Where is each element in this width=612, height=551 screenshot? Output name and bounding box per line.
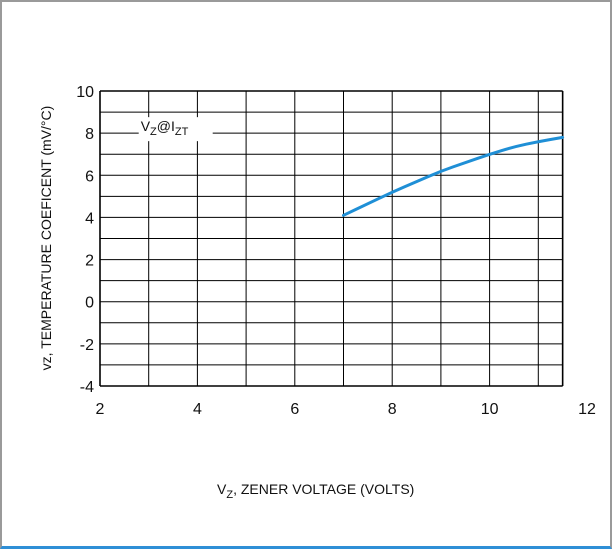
y-tick-label: 4 — [85, 210, 94, 227]
x-tick-label: 2 — [96, 401, 105, 418]
tick-labels: -4 -2 0 2 4 6 8 10 2 4 6 8 10 12 — [76, 84, 596, 418]
y-tick-label: 8 — [85, 126, 94, 143]
y-tick-label: -4 — [80, 379, 94, 396]
annotation-background — [138, 117, 213, 142]
x-tick-label: 8 — [388, 401, 397, 418]
annotation-vz-at-izt: VZ@IZT — [141, 118, 189, 138]
x-tick-label: 6 — [290, 401, 299, 418]
x-axis-label: VZ, ZENER VOLTAGE (VOLTS) — [217, 481, 414, 501]
grid — [99, 90, 564, 387]
x-tick-label: 10 — [481, 401, 499, 418]
x-tick-label: 4 — [193, 401, 202, 418]
y-tick-label: -2 — [80, 337, 94, 354]
y-tick-label: 2 — [85, 253, 94, 270]
y-tick-label: 10 — [76, 84, 94, 101]
y-tick-label: 0 — [85, 295, 94, 312]
y-tick-label: 6 — [85, 168, 94, 185]
series-group — [342, 135, 565, 217]
x-tick-label: 12 — [578, 401, 596, 418]
series-line — [342, 135, 565, 217]
y-axis-label: vz, TEMPERATURE COEFICENT (mV/°C) — [38, 106, 54, 371]
